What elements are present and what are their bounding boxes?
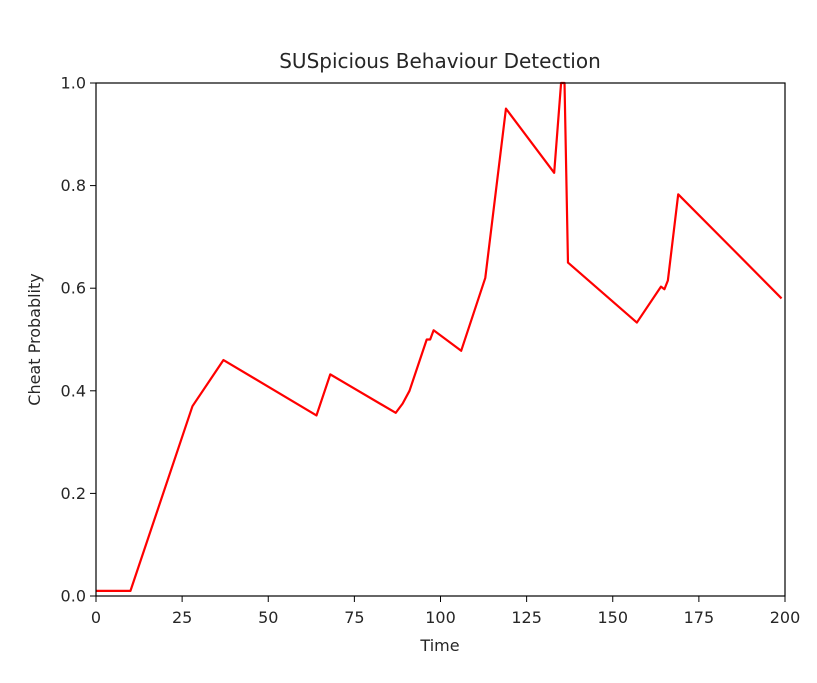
y-axis-title: Cheat Probablity: [25, 273, 44, 405]
x-axis-title: Time: [419, 636, 459, 655]
y-tick-label: 0.8: [61, 176, 86, 195]
y-tick-label: 0.4: [61, 381, 86, 400]
y-tick-label: 0.0: [61, 587, 86, 606]
x-tick-label: 200: [770, 608, 801, 627]
x-tick-label: 150: [597, 608, 628, 627]
series-line: [96, 81, 783, 592]
x-tick-label: 100: [425, 608, 456, 627]
chart-title: SUSpicious Behaviour Detection: [279, 49, 601, 73]
series-layer: [96, 81, 783, 592]
x-tick-label: 125: [511, 608, 542, 627]
y-tick-label: 0.2: [61, 484, 86, 503]
plot-frame: [95, 82, 786, 597]
y-tick-label: 1.0: [61, 74, 86, 93]
x-tick-label: 50: [258, 608, 278, 627]
x-axis-ticks: 0 25 50 75 100 125 150 175 200: [91, 596, 800, 627]
x-tick-label: 175: [684, 608, 715, 627]
x-tick-label: 0: [91, 608, 101, 627]
x-tick-label: 25: [172, 608, 192, 627]
x-tick-label: 75: [344, 608, 364, 627]
y-tick-label: 0.6: [61, 279, 86, 298]
y-axis-ticks: 0.0 0.2 0.4 0.6 0.8 1.0: [61, 74, 96, 606]
